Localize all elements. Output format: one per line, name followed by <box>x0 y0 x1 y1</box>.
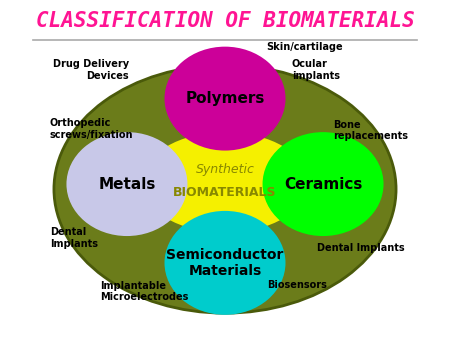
Text: Drug Delivery
Devices: Drug Delivery Devices <box>53 59 129 81</box>
Text: Polymers: Polymers <box>185 91 265 106</box>
Ellipse shape <box>165 211 285 315</box>
Ellipse shape <box>142 132 308 233</box>
Text: Orthopedic
screws/fixation: Orthopedic screws/fixation <box>50 118 133 140</box>
Text: Dental Implants: Dental Implants <box>317 243 405 253</box>
Ellipse shape <box>54 65 396 313</box>
Ellipse shape <box>165 47 285 150</box>
Text: Dental
Implants: Dental Implants <box>50 227 98 248</box>
Text: Implantable
Microelectrodes: Implantable Microelectrodes <box>100 281 188 302</box>
Ellipse shape <box>262 132 383 236</box>
Text: Bone
replacements: Bone replacements <box>333 120 409 141</box>
Text: Biosensors: Biosensors <box>267 280 327 290</box>
Text: Skin/cartilage: Skin/cartilage <box>267 42 343 52</box>
Text: Metals: Metals <box>98 176 156 192</box>
Text: Ceramics: Ceramics <box>284 176 362 192</box>
Ellipse shape <box>67 132 188 236</box>
Text: Semiconductor
Materials: Semiconductor Materials <box>166 248 284 278</box>
Text: BIOMATERIALS: BIOMATERIALS <box>173 186 277 199</box>
Text: Synthetic: Synthetic <box>196 163 254 175</box>
Text: Ocular
implants: Ocular implants <box>292 59 340 81</box>
Text: CLASSIFICATION OF BIOMATERIALS: CLASSIFICATION OF BIOMATERIALS <box>36 11 414 31</box>
